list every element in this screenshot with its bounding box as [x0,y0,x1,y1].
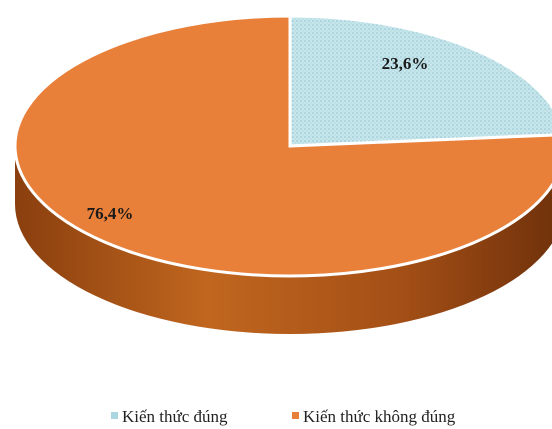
legend-label-kien-thuc-khong-dung: Kiến thức không đúng [303,407,456,426]
legend-label-kien-thuc-dung: Kiến thức đúng [122,407,228,426]
legend-swatch-kien-thuc-dung [111,412,118,419]
pie-slice-kien-thuc-khong-dung [13,14,552,278]
data-label-kien-thuc-khong-dung: 76,4% [87,204,134,223]
legend-swatch-kien-thuc-khong-dung [292,412,299,419]
pie-slice-kien-thuc-dung [288,14,552,148]
pie-side-wall [15,146,552,334]
data-label-kien-thuc-dung: 23,6% [382,54,429,73]
legend: Kiến thức đúng Kiến thức không đúng [111,407,456,426]
